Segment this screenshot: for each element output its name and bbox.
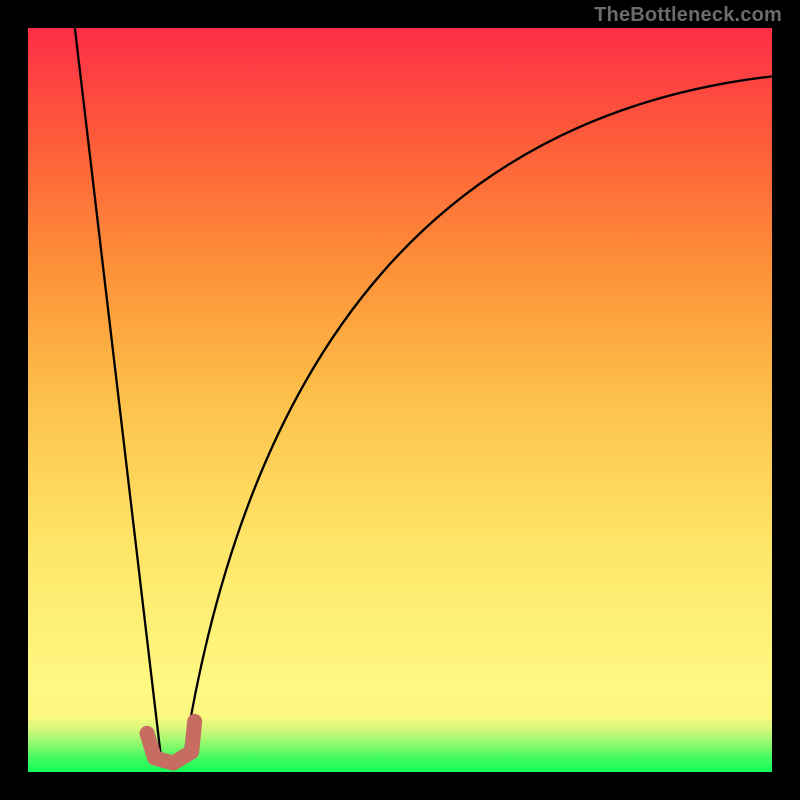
chart-plot-area — [28, 28, 772, 772]
hook-mark — [147, 721, 195, 763]
chart-curves-svg — [28, 28, 772, 772]
saturation-curve — [184, 76, 772, 755]
watermark-text: TheBottleneck.com — [594, 4, 782, 27]
left-descending-line — [75, 28, 161, 753]
